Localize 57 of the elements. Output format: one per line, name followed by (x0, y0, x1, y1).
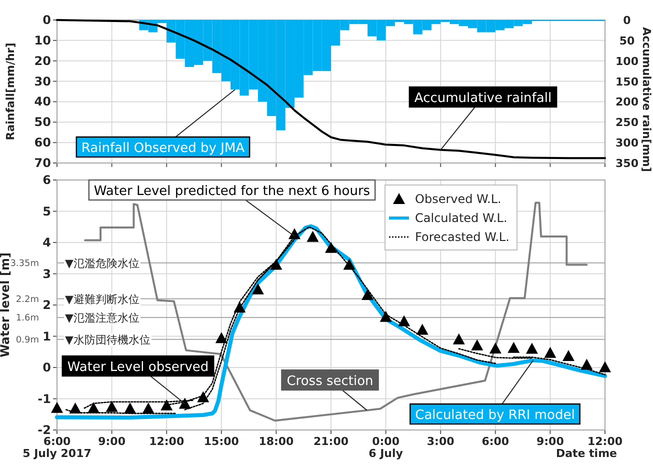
x-tick-label: 3:00 (426, 435, 455, 448)
legend-label: Calculated W.L. (415, 211, 508, 225)
y2-axis-title: Accumulative rain[mm] (640, 27, 653, 172)
ref-line-label: ▼氾濫注意水位 (65, 312, 140, 324)
y-tick-label: 5 (42, 204, 51, 218)
ref-line-label: ▼氾濫危険水位 (65, 256, 140, 270)
y2-tick-label: 0 (623, 14, 632, 27)
x-tick-label: 9:00 (98, 435, 126, 448)
y2-tick-label: 250 (616, 116, 639, 130)
legend-label: Observed W.L. (415, 192, 502, 206)
annotation: 0.9m (16, 335, 39, 346)
y-tick-label: -2 (38, 423, 51, 437)
y-tick-label: 30 (34, 74, 51, 88)
y-tick-label: 20 (34, 54, 51, 68)
y2-tick-label: 150 (616, 75, 639, 88)
annotation: Accumulative rainfall (414, 91, 552, 106)
x-tick-label: 0:00 6 July (368, 435, 403, 460)
y2-tick-label: 350 (616, 157, 639, 170)
annotation: 2.2m (16, 294, 39, 305)
annotation: Cross section (286, 374, 374, 389)
y2-tick-label: 200 (616, 96, 639, 109)
annotation: 3.35m (10, 258, 39, 269)
y-axis-title: Water level [m] (0, 252, 12, 358)
x-tick-label: 6:00 (482, 435, 510, 448)
y-tick-label: 70 (34, 156, 51, 170)
annotation: 1.6m (16, 314, 39, 324)
x-tick-label: 12:00 (149, 435, 184, 448)
x-tick-label: 9:00 (536, 435, 564, 448)
x-tick-label: 6:00 5 July 2017 (22, 435, 92, 460)
y-axis-title: Rainfall[mm/hr] (4, 42, 17, 140)
x-tick-label: 15:00 (204, 435, 240, 448)
y-tick-label: 0 (42, 13, 51, 27)
y-tick-label: -1 (38, 392, 51, 406)
ref-line-label: ▼避難判断水位 (65, 292, 140, 306)
annotation: Water Level predicted for the next 6 hours (94, 184, 370, 199)
y2-tick-label: 100 (616, 54, 639, 68)
x-tick-label: 21:00 (313, 435, 349, 448)
y-tick-label: 60 (34, 136, 51, 150)
legend-label: Forecasted W.L. (415, 230, 510, 244)
y-tick-label: 3 (42, 266, 51, 281)
y-tick-label: 4 (42, 236, 51, 250)
y2-tick-label: 50 (619, 34, 635, 48)
y-tick-label: 0 (42, 360, 51, 374)
annotation: Water Level observed (67, 360, 209, 375)
y2-tick-label: 300 (616, 136, 639, 150)
y-tick-label: 40 (34, 94, 51, 109)
x-tick-label: 18:00 (258, 435, 294, 448)
y-tick-label: 50 (34, 115, 51, 130)
annotation: Calculated by RRI model (415, 408, 575, 423)
y-tick-label: 10 (34, 33, 51, 48)
y-tick-label: 2 (42, 298, 51, 312)
y-tick-label: 1 (42, 329, 51, 344)
x-tick-label: 12:00 (587, 435, 623, 448)
ref-line-label: ▼水防団待機水位 (65, 333, 150, 346)
x-axis-title: Date time (556, 447, 617, 460)
annotation: Rainfall Observed by JMA (81, 141, 245, 156)
y-tick-label: 6 (42, 173, 51, 187)
